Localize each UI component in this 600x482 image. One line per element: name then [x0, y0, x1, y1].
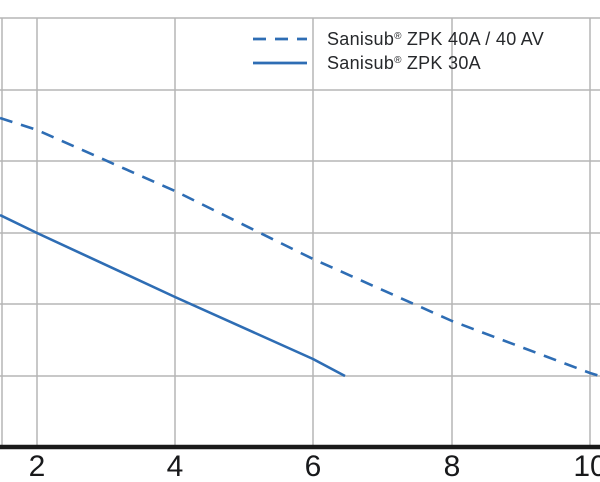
- x-tick-label: 6: [305, 450, 322, 482]
- curve-zpk30: [0, 213, 346, 378]
- legend-brand: Sanisub: [327, 53, 395, 73]
- dashed-line-sample-icon: [253, 37, 307, 41]
- legend-model: ZPK 30A: [401, 53, 481, 73]
- x-tick-label: 10: [573, 450, 600, 482]
- legend-brand: Sanisub: [327, 29, 395, 49]
- chart-legend: Sanisub® ZPK 40A / 40 AV Sanisub® ZPK 30…: [253, 27, 544, 75]
- registered-mark: ®: [394, 31, 402, 42]
- solid-line-sample-icon: [253, 61, 307, 65]
- x-tick-label: 2: [29, 450, 46, 482]
- x-tick-label: 4: [167, 450, 184, 482]
- legend-item-zpk30: Sanisub® ZPK 30A: [253, 51, 544, 75]
- legend-label-zpk40: Sanisub® ZPK 40A / 40 AV: [327, 30, 544, 48]
- legend-label-zpk30: Sanisub® ZPK 30A: [327, 54, 481, 72]
- x-tick-label: 8: [444, 450, 461, 482]
- legend-item-zpk40: Sanisub® ZPK 40A / 40 AV: [253, 27, 544, 51]
- registered-mark: ®: [394, 55, 402, 66]
- legend-model: ZPK 40A / 40 AV: [401, 29, 545, 49]
- curve-zpk40: [0, 116, 600, 378]
